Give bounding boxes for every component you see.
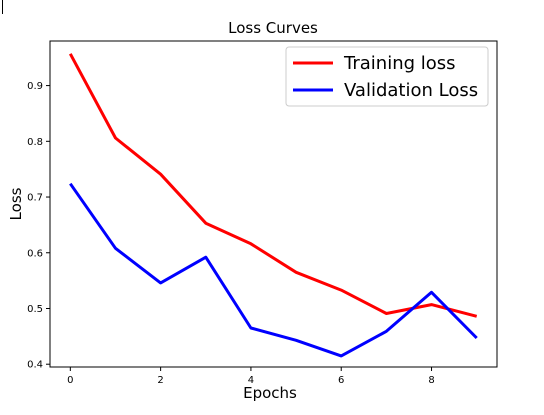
y-tick-label: 0.8 <box>27 137 43 148</box>
y-tick-label: 0.6 <box>27 248 43 259</box>
series-line-1 <box>68 53 478 318</box>
y-tick-label: 0.7 <box>27 193 43 204</box>
legend-label-2: Validation Loss <box>344 80 478 101</box>
legend: Training loss Validation Loss <box>285 46 489 107</box>
lines-layer <box>68 53 478 358</box>
x-tick-label: 4 <box>248 375 254 386</box>
corner-mark <box>2 0 3 14</box>
y-tick-label: 0.9 <box>27 81 43 92</box>
x-axis-label: Epochs <box>243 384 297 402</box>
y-axis-label: Loss <box>7 187 25 220</box>
y-tick-label: 0.4 <box>27 360 43 371</box>
chart-title: Loss Curves <box>228 19 318 37</box>
x-tick-label: 8 <box>428 375 434 386</box>
x-tick-label: 0 <box>67 375 73 386</box>
series-line-2 <box>69 182 478 358</box>
y-tick-label: 0.5 <box>27 304 43 315</box>
plot-frame <box>49 40 498 368</box>
legend-box <box>285 46 489 107</box>
ticks-layer: 0 2 4 6 8 0.4 0.5 0.6 0.7 0.8 0.9 <box>27 81 435 386</box>
x-tick-label: 2 <box>157 375 163 386</box>
legend-label-1: Training loss <box>343 53 456 74</box>
x-tick-label: 6 <box>338 375 344 386</box>
